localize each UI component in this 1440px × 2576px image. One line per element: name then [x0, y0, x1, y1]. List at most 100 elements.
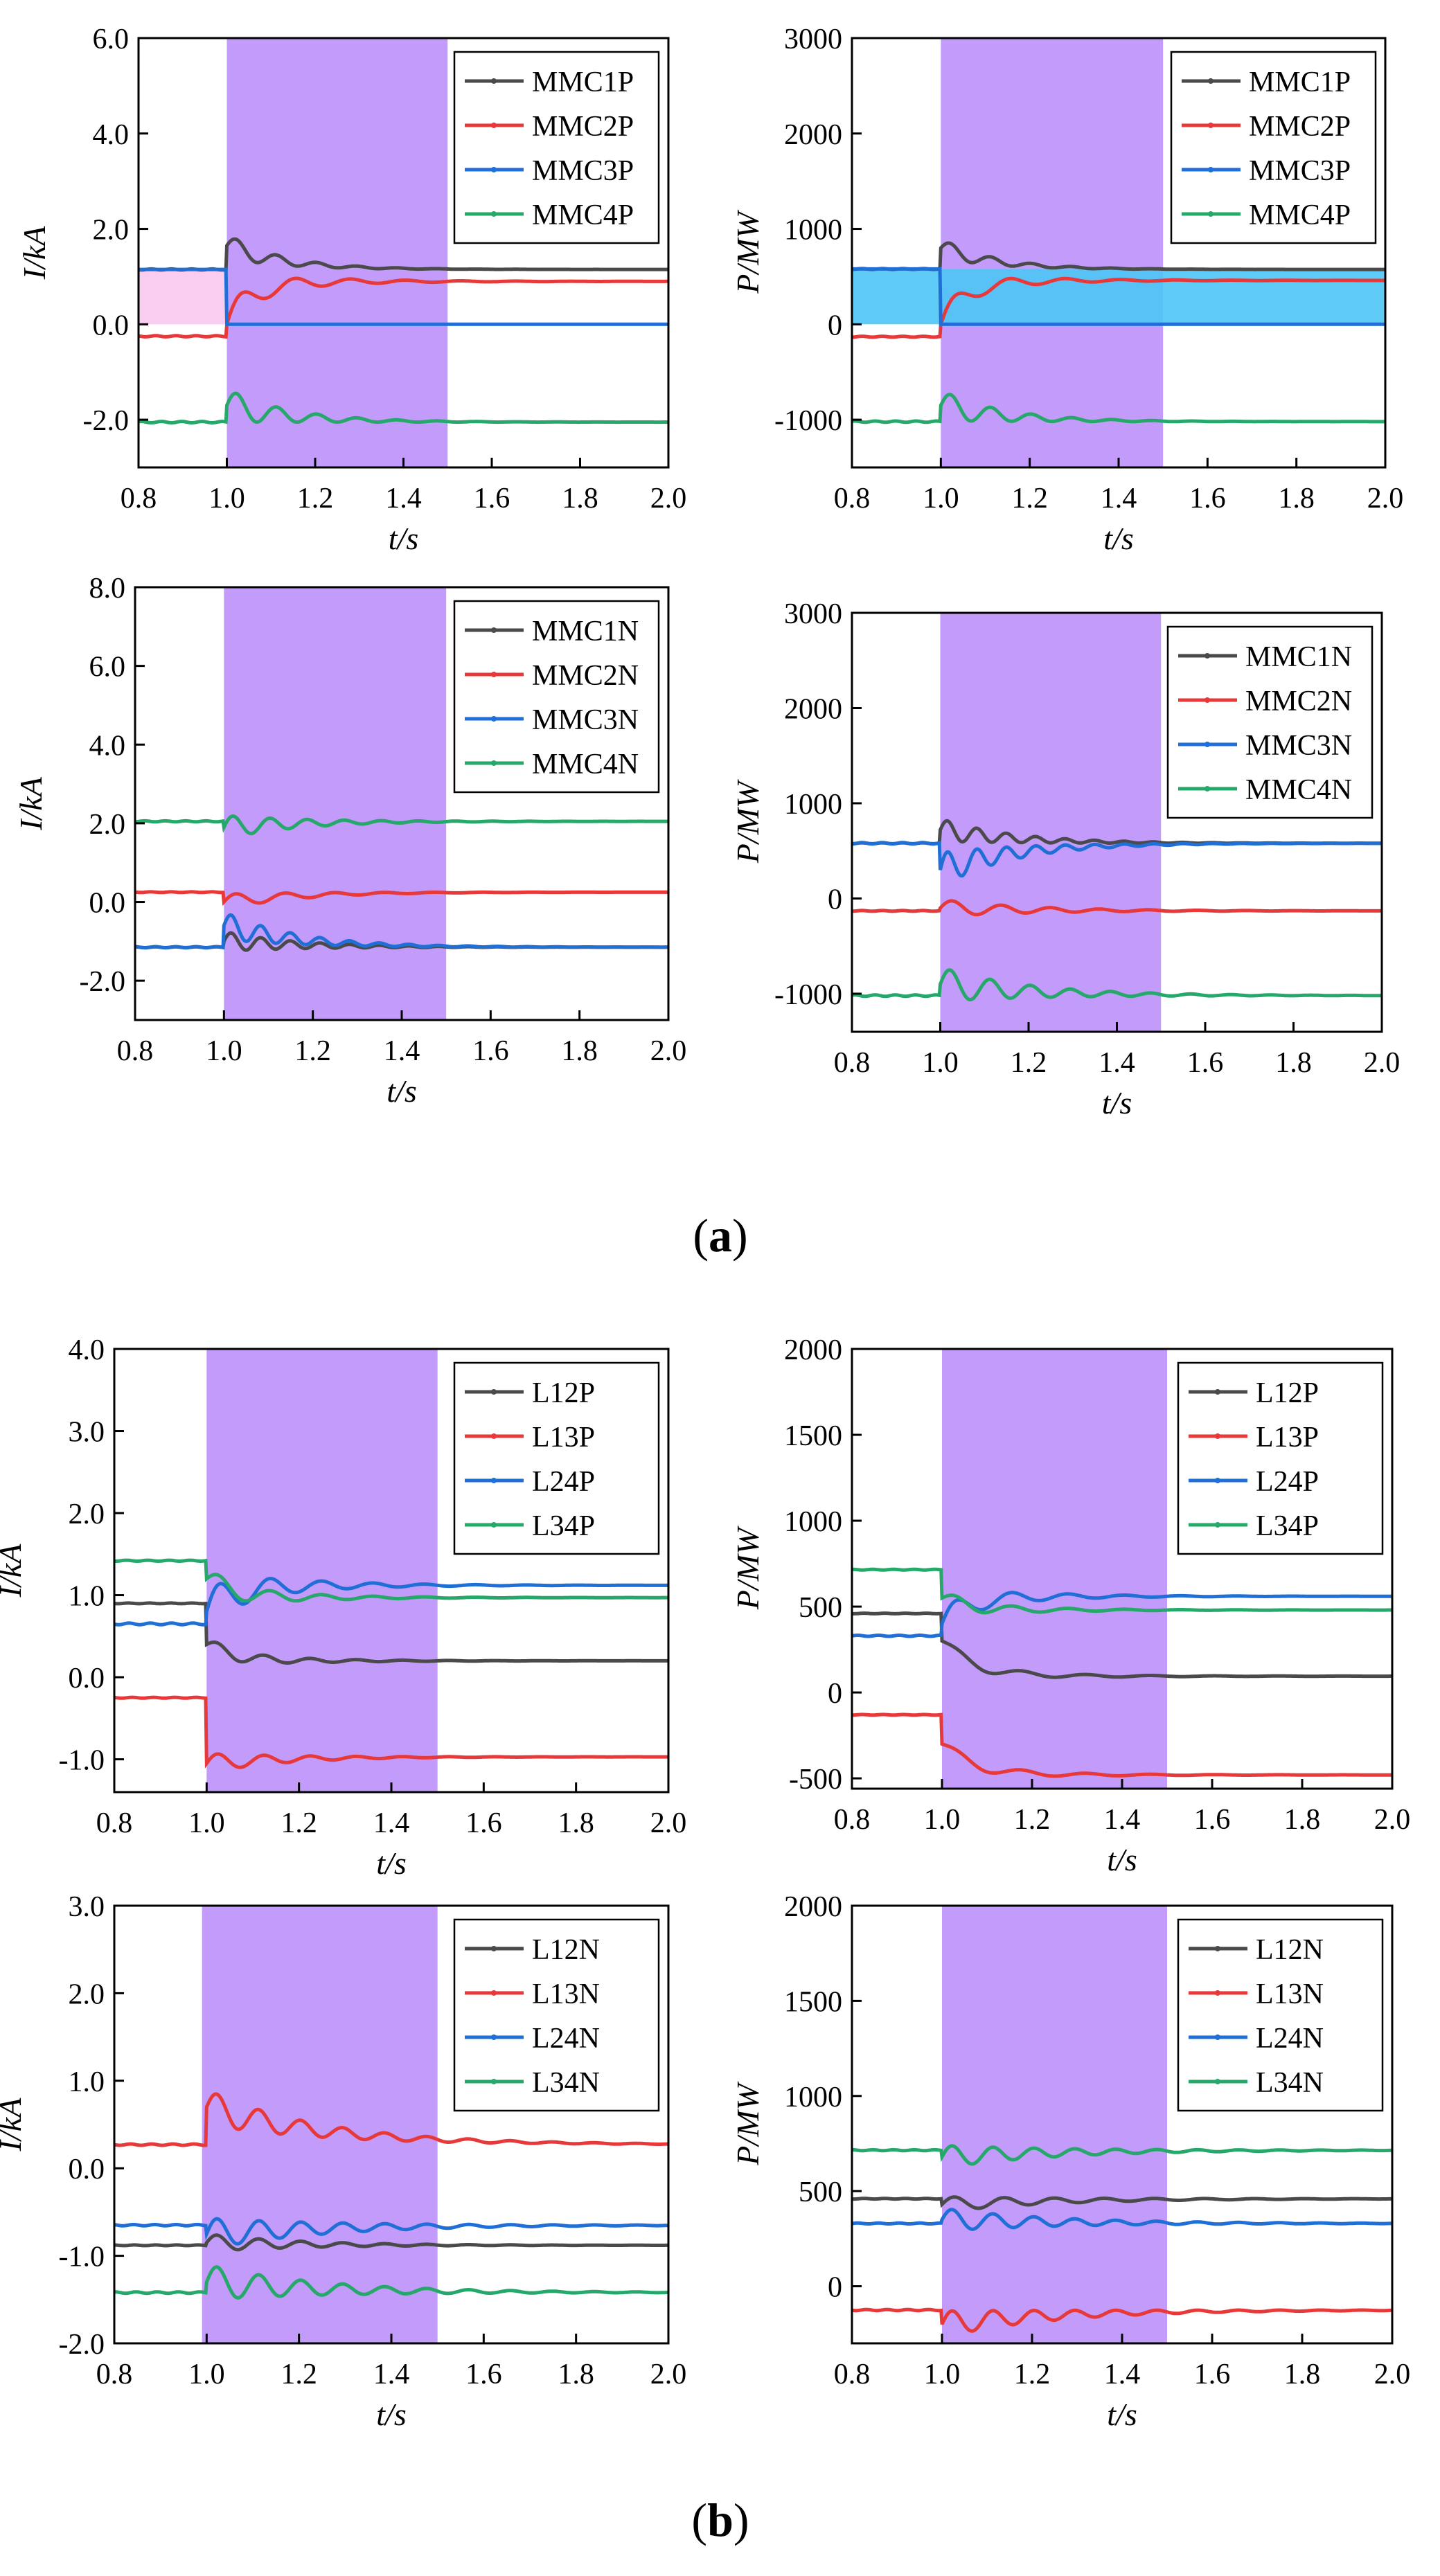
series-line-l13p — [852, 1712, 1392, 1778]
legend-marker — [1205, 653, 1210, 659]
x-tick-label: 1.0 — [924, 2359, 961, 2390]
y-tick-label: 3.0 — [69, 1417, 105, 1449]
legend-marker — [1215, 1478, 1220, 1483]
legend-label: MMC1P — [1249, 66, 1351, 98]
caption-b-letter: b — [707, 2494, 734, 2546]
x-tick-label: 1.6 — [472, 1035, 509, 1067]
legend-marker — [1215, 1433, 1220, 1439]
y-tick-label: -1000 — [774, 979, 842, 1011]
legend-box — [1177, 1918, 1384, 2112]
legend-marker — [491, 627, 497, 633]
y-tick-label: 500 — [799, 1592, 842, 1624]
x-tick-label: 1.6 — [465, 2359, 502, 2390]
legend-label: MMC2N — [1245, 686, 1352, 717]
x-tick-label: 1.0 — [924, 1804, 961, 1836]
y-tick-label: 0.0 — [93, 310, 130, 341]
series-line-mmc1p — [138, 237, 668, 272]
fill-band — [852, 269, 1385, 325]
y-tick-label: 0.0 — [89, 888, 126, 920]
x-tick-label: 2.0 — [1374, 1804, 1411, 1836]
shaded-interval — [202, 1906, 438, 2343]
x-tick-label: 1.8 — [562, 483, 598, 515]
x-tick-label: 1.8 — [558, 1807, 594, 1839]
x-tick-label: 2.0 — [650, 483, 687, 515]
x-tick-label: 1.2 — [294, 1035, 331, 1067]
y-tick-label: 0 — [828, 1678, 842, 1710]
legend-marker — [491, 78, 497, 84]
y-tick-label: -2.0 — [80, 966, 126, 998]
legend-marker — [1215, 1389, 1220, 1395]
series-line-mmc3n — [852, 841, 1383, 878]
y-tick-label: 0.0 — [69, 1663, 105, 1694]
legend-marker — [491, 760, 497, 766]
y-tick-label: 500 — [799, 2176, 842, 2208]
y-axis-label: P/MW — [730, 779, 765, 864]
x-tick-label: 2.0 — [650, 1035, 687, 1067]
y-tick-label: 2000 — [784, 1334, 842, 1366]
chart-b1-line-positive-current: 0.8 1.0 1.2 1.4 1.6 1.8 2.0 -1.0 0.0 1.0 2.0 3.0 4.0… — [0, 1334, 686, 1881]
legend-marker — [1215, 1522, 1220, 1528]
legend-box — [453, 1918, 660, 2112]
y-axis-label: P/MW — [730, 1526, 765, 1610]
y-tick-label: 0.0 — [69, 2154, 105, 2185]
chart-b2-line-positive-power: 0.8 1.0 1.2 1.4 1.6 1.8 2.0 -500 0 500 1000 1500 200… — [730, 1334, 1410, 1877]
legend-marker — [1205, 786, 1210, 791]
y-tick-label: 4.0 — [89, 730, 126, 762]
x-tick-label: 1.0 — [208, 483, 245, 515]
legend-label: MMC3N — [1245, 730, 1352, 762]
series-line-l34n — [114, 2265, 669, 2300]
y-tick-label: 2.0 — [89, 809, 126, 841]
shaded-interval — [942, 1349, 1167, 1789]
legend-marker — [491, 1522, 497, 1528]
series-line-mmc2n — [851, 899, 1383, 917]
series-line-l24p — [114, 1577, 668, 1627]
x-tick-label: 1.8 — [1284, 1804, 1321, 1836]
y-tick-label: 1000 — [784, 215, 842, 247]
y-tick-label: 6.0 — [89, 652, 126, 683]
x-tick-label: 2.0 — [1367, 483, 1404, 515]
caption-a-letter: a — [709, 1209, 732, 1262]
x-tick-label: 1.8 — [1284, 2359, 1321, 2390]
chart-b4-line-negative-power: 0.8 1.0 1.2 1.4 1.6 1.8 2.0 0 500 1000 1500 2000 t/s… — [730, 1891, 1410, 2432]
legend-label: L12P — [532, 1377, 595, 1409]
y-tick-label: 1500 — [784, 1420, 842, 1452]
y-tick-label: -1.0 — [59, 1745, 105, 1777]
legend-marker — [1208, 211, 1214, 217]
y-axis-label: P/MW — [730, 2082, 765, 2166]
legend-marker — [1215, 2079, 1220, 2084]
series-line-l13p — [114, 1695, 668, 1769]
x-tick-label: 1.2 — [1011, 1047, 1047, 1079]
y-tick-label: 0 — [828, 2272, 842, 2304]
legend-label: MMC1N — [1245, 641, 1352, 673]
x-tick-label: 1.0 — [206, 1035, 242, 1067]
legend-box — [1170, 51, 1377, 244]
legend-box — [453, 51, 660, 244]
x-tick-label: 0.8 — [834, 1047, 871, 1079]
x-tick-label: 1.2 — [1011, 483, 1048, 515]
y-axis-label: I/kA — [0, 1544, 28, 1598]
shaded-interval — [941, 38, 1164, 467]
x-axis-label: t/s — [386, 1073, 416, 1109]
y-tick-label: 2000 — [784, 694, 842, 726]
y-tick-label: 2.0 — [69, 1499, 105, 1530]
legend-marker — [491, 1478, 497, 1483]
y-tick-label: 0 — [828, 310, 842, 341]
legend-label: L13N — [532, 1978, 600, 2010]
legend-label: MMC2P — [532, 111, 634, 143]
x-tick-label: 1.0 — [923, 483, 959, 515]
x-tick-label: 1.4 — [1099, 1047, 1135, 1079]
shaded-interval — [940, 613, 1162, 1032]
y-tick-label: 1000 — [784, 1506, 842, 1538]
x-tick-label: 0.8 — [96, 2359, 133, 2390]
series-line-l13n — [851, 2307, 1392, 2333]
chart-a4-mmc-negative-power: 0.8 1.0 1.2 1.4 1.6 1.8 2.0 -1000 0 1000 2000 3000 t… — [730, 598, 1400, 1120]
x-axis-label: t/s — [1107, 2397, 1137, 2432]
legend-marker — [491, 672, 497, 677]
legend-label: L24P — [532, 1466, 595, 1498]
x-tick-label: 1.6 — [1187, 1047, 1224, 1079]
legend-box — [1177, 1361, 1384, 1555]
series-line-mmc4n — [851, 968, 1383, 1002]
legend-marker — [1215, 1990, 1220, 1996]
caption-a: (a) — [693, 1209, 748, 1262]
series-line-mmc3n — [135, 913, 668, 950]
